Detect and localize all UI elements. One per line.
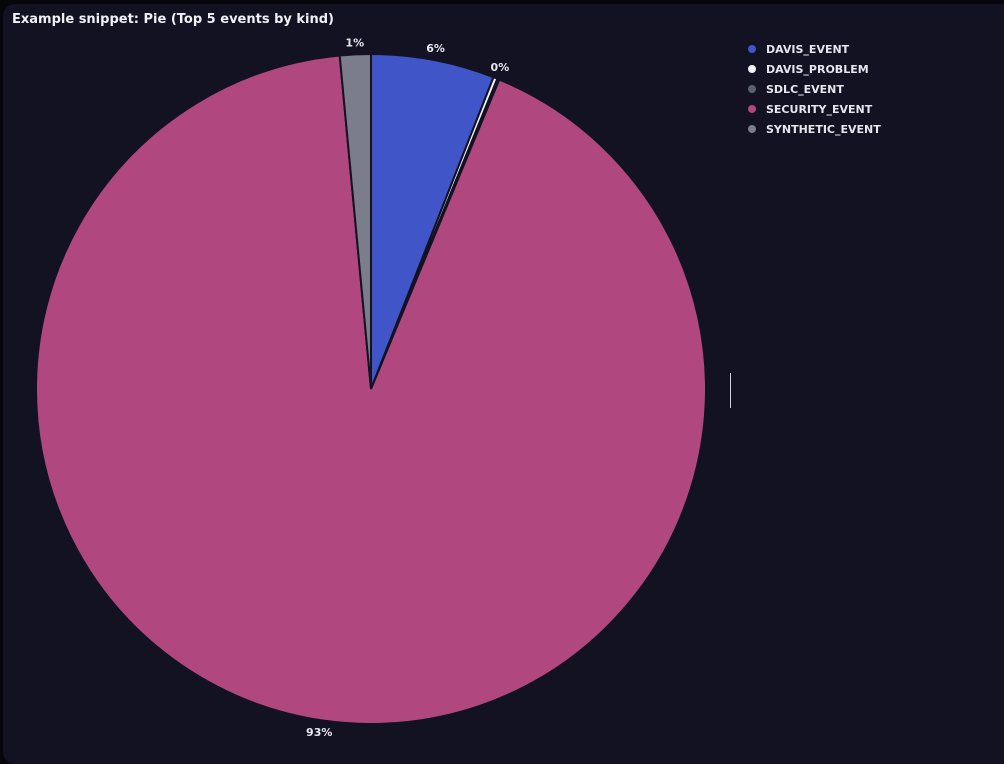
legend-item-sdlc-event[interactable]: SDLC_EVENT <box>748 79 881 99</box>
pie-slice-synthetic-event[interactable] <box>338 52 372 390</box>
slice-label-davis-event: 6% <box>426 42 445 55</box>
legend-swatch <box>748 105 756 113</box>
chart-legend: DAVIS_EVENT DAVIS_PROBLEM SDLC_EVENT SECURI… <box>748 39 881 139</box>
legend-item-synthetic-event[interactable]: SYNTHETIC_EVENT <box>748 119 881 139</box>
legend-swatch <box>748 65 756 73</box>
pie-slice-davis-event[interactable] <box>370 52 495 390</box>
chart-title: Example snippet: Pie (Top 5 events by ki… <box>12 12 334 27</box>
legend-label: SDLC_EVENT <box>766 82 844 96</box>
slice-label-synthetic-event: 1% <box>345 36 364 49</box>
legend-swatch <box>748 125 756 133</box>
legend-label: DAVIS_EVENT <box>766 42 850 56</box>
legend-label: DAVIS_PROBLEM <box>766 62 869 76</box>
legend-swatch <box>748 85 756 93</box>
resize-handle[interactable] <box>730 373 731 408</box>
pie-slice-security-event[interactable] <box>35 54 708 725</box>
slice-label-security-event: 93% <box>306 726 332 739</box>
legend-swatch <box>748 45 756 53</box>
slice-label-davis-problem: 0% <box>491 61 510 74</box>
legend-label: SECURITY_EVENT <box>766 102 873 116</box>
legend-item-davis-event[interactable]: DAVIS_EVENT <box>748 39 881 59</box>
legend-item-security-event[interactable]: SECURITY_EVENT <box>748 99 881 119</box>
legend-label: SYNTHETIC_EVENT <box>766 122 881 136</box>
legend-item-davis-problem[interactable]: DAVIS_PROBLEM <box>748 59 881 79</box>
